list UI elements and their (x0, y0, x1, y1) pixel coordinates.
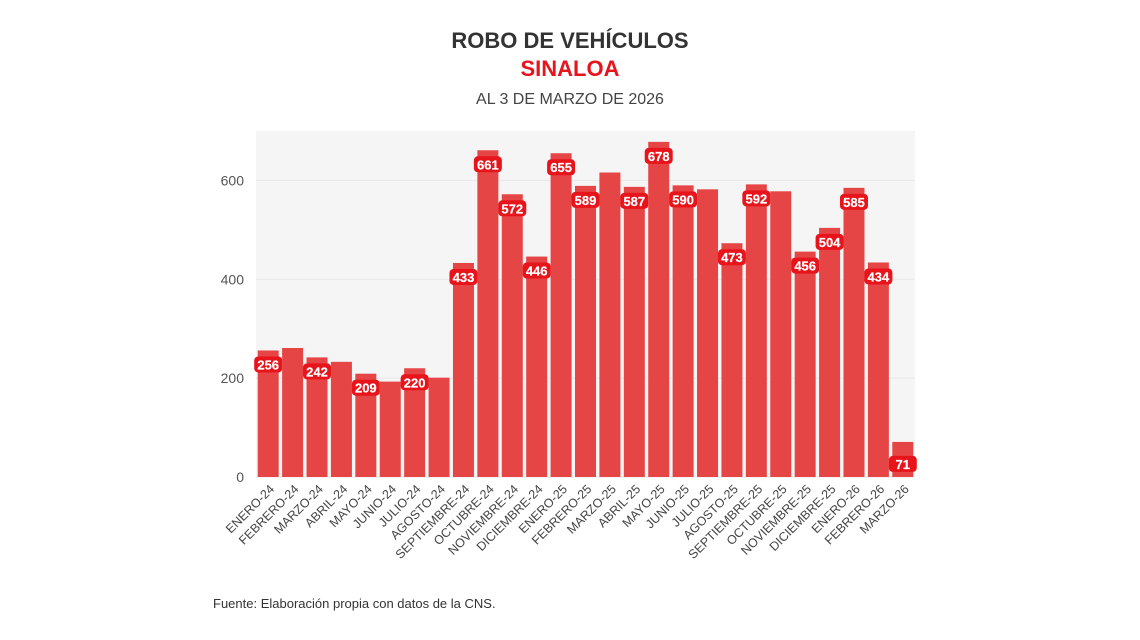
bar (599, 172, 621, 477)
chart-caption: AL 3 DE MARZO DE 2026 (476, 91, 664, 108)
y-tick-label: 600 (221, 172, 245, 188)
bar (867, 262, 889, 477)
data-label: 589 (575, 193, 597, 208)
bar (452, 262, 474, 477)
chart-title: ROBO DE VEHÍCULOS (451, 28, 689, 53)
data-label: 678 (648, 149, 670, 164)
data-label: 242 (306, 364, 328, 379)
bar (355, 373, 377, 477)
bar (575, 185, 596, 477)
data-label: 504 (819, 235, 841, 250)
bar (648, 141, 670, 478)
bar (623, 186, 645, 477)
bar (501, 194, 523, 478)
bar (379, 381, 401, 477)
bar (526, 256, 548, 477)
source-note: Fuente: Elaboración propia con datos de … (213, 596, 496, 611)
data-label-box (644, 147, 673, 164)
data-label-box (522, 262, 551, 279)
data-label-box (742, 190, 771, 207)
y-tick-label: 200 (221, 370, 245, 386)
bar (721, 243, 743, 477)
data-label: 220 (404, 375, 426, 390)
bar (697, 189, 719, 477)
data-label: 655 (550, 160, 572, 175)
bar (794, 251, 816, 477)
data-label: 572 (501, 201, 523, 216)
data-label-box (351, 379, 380, 396)
data-label-box (888, 455, 917, 472)
data-label: 590 (672, 192, 694, 207)
data-label: 585 (843, 195, 865, 210)
data-label-box (669, 191, 698, 208)
bar (770, 191, 792, 477)
data-label: 456 (794, 259, 816, 274)
bar (819, 227, 841, 477)
data-label: 592 (746, 191, 768, 206)
data-label-box (498, 200, 527, 217)
data-label: 587 (623, 194, 645, 209)
data-label-box (254, 356, 283, 373)
data-label: 256 (257, 357, 279, 372)
data-label: 434 (868, 269, 890, 284)
data-label-box (547, 159, 576, 176)
bar (404, 368, 426, 477)
bar (330, 361, 352, 477)
bar (550, 153, 572, 477)
bar (306, 357, 328, 477)
data-label-box (473, 156, 502, 173)
chart-subtitle: SINALOA (520, 56, 620, 81)
y-tick-label: 0 (236, 469, 244, 485)
bar (282, 347, 304, 477)
data-label: 446 (526, 264, 548, 279)
bar (477, 150, 499, 477)
bar (672, 185, 694, 477)
data-label-box (815, 233, 844, 250)
data-label-box (864, 268, 893, 285)
data-label-box (839, 193, 868, 210)
data-label: 433 (453, 270, 475, 285)
data-label: 473 (721, 250, 743, 265)
bar (257, 350, 279, 477)
data-label-box (571, 191, 600, 208)
y-tick-label: 400 (221, 271, 245, 287)
data-label-box (791, 257, 820, 274)
data-label-box (620, 192, 649, 209)
data-label: 209 (355, 381, 377, 396)
bar (843, 187, 865, 478)
data-label-box (449, 268, 478, 285)
bar (745, 184, 767, 477)
data-label-box (303, 363, 332, 380)
data-label-box (717, 249, 746, 266)
data-label: 71 (896, 457, 910, 472)
data-label: 661 (477, 157, 499, 172)
bar (428, 377, 450, 477)
data-label-box (400, 374, 429, 391)
